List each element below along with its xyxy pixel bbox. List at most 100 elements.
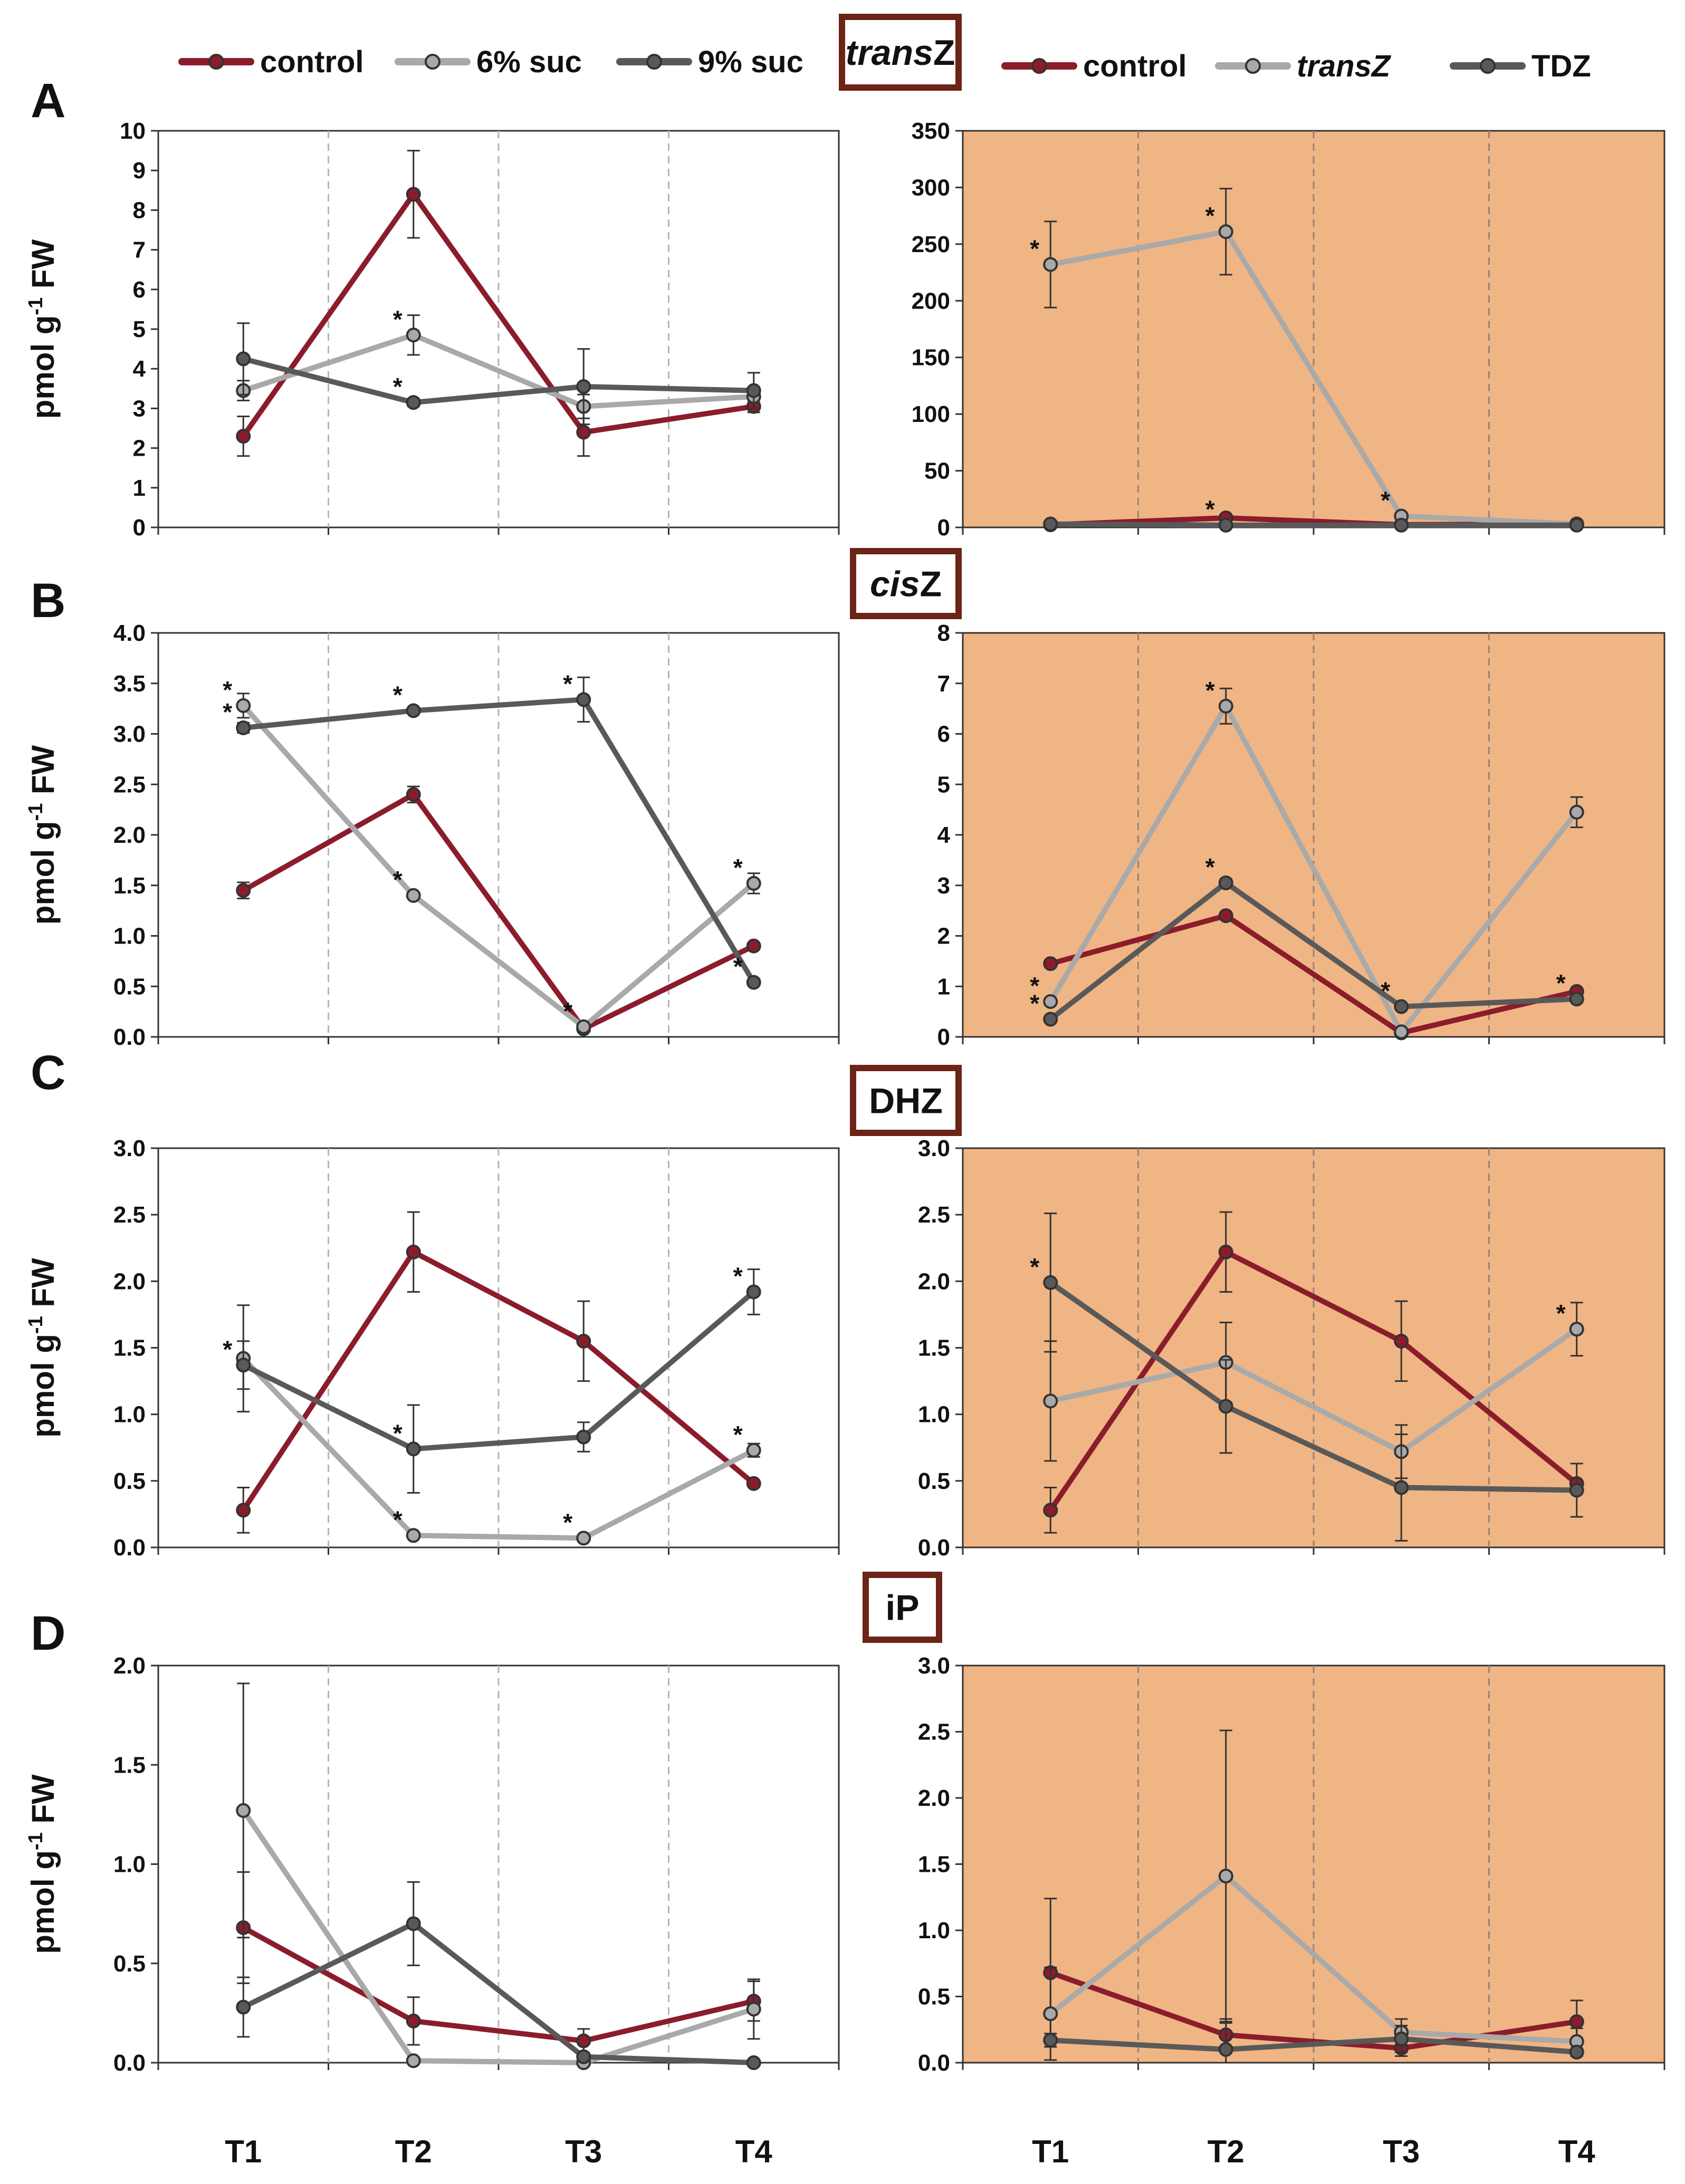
legend-label: transZ <box>1297 49 1392 83</box>
y-tick-label: 3.0 <box>918 1653 950 1679</box>
legend-label: control <box>260 45 364 79</box>
y-tick-label: 350 <box>912 118 950 144</box>
y-tick-label: 6 <box>937 721 950 747</box>
y-tick-label: 0 <box>937 515 950 541</box>
x-category-label: T1 <box>225 2134 262 2169</box>
analyte-title-box-b: cisZ <box>850 548 962 619</box>
series-6-suc: * * * <box>236 1304 761 1546</box>
data-point <box>1043 2033 1058 2048</box>
y-tick-label: 1.5 <box>918 1852 950 1878</box>
data-point <box>1218 698 1233 714</box>
data-point <box>746 383 761 398</box>
analyte-title: iP <box>885 1588 919 1628</box>
y-tick-label: 5 <box>937 772 950 797</box>
y-tick-label: 1.0 <box>113 1852 146 1878</box>
significance-star: * <box>1030 1253 1039 1281</box>
data-point <box>1569 517 1584 533</box>
y-tick-label: 0.0 <box>113 1024 146 1050</box>
data-point <box>746 2055 761 2070</box>
data-point <box>406 187 421 202</box>
data-point <box>236 883 251 898</box>
data-point <box>746 1476 761 1491</box>
legend-entry-left-0: control <box>178 45 364 79</box>
y-tick-label: 2.0 <box>918 1268 950 1294</box>
legend-entry-left-2: 9% suc <box>616 45 803 79</box>
data-point <box>1043 956 1058 971</box>
significance-star: * <box>1381 977 1390 1005</box>
significance-star: * <box>563 1508 572 1536</box>
x-category-label: T3 <box>565 2134 602 2169</box>
data-point <box>1218 224 1233 239</box>
y-tick-label: 0.5 <box>113 1951 146 1977</box>
y-tick-label: 1.5 <box>113 1335 146 1361</box>
data-point <box>236 1503 251 1518</box>
series-6-suc <box>236 1682 761 2070</box>
title-box-frame <box>839 14 962 91</box>
series-9-suc: ** ** <box>223 670 761 990</box>
data-point <box>1394 999 1409 1014</box>
data-point <box>406 1916 421 1931</box>
x-category-label: T1 <box>1032 2134 1069 2169</box>
data-point <box>236 1358 251 1373</box>
panel-a-right: 0 50 100 150 200 250 300 350 * * * * <box>912 118 1665 541</box>
y-tick-label: 3 <box>133 396 146 421</box>
series-line <box>241 1356 755 1541</box>
analyte-title: cisZ <box>870 564 942 604</box>
panel-d-left: 0.0 0.5 1.0 1.5 2.0 pmol g-1 FW T1 T2 T3 T4 <box>25 1653 840 2169</box>
significance-star: * <box>393 373 403 400</box>
data-point <box>236 1803 251 1818</box>
series-tdz <box>1043 2022 1584 2064</box>
series-line <box>242 792 755 1032</box>
legend-swatch-marker <box>425 54 441 70</box>
data-point <box>1218 517 1233 533</box>
series-9-suc: * <box>236 322 761 425</box>
legend-label: TDZ <box>1531 49 1591 83</box>
legend-swatch-marker <box>1480 58 1496 74</box>
significance-star: * <box>563 997 572 1025</box>
y-tick-label: 4 <box>937 822 951 848</box>
y-tick-label: 0.5 <box>918 1984 950 2010</box>
y-axis-label: pmol g-1 FW <box>25 1774 61 1954</box>
data-point <box>1043 1012 1058 1027</box>
y-tick-label: 0.0 <box>113 1535 146 1561</box>
y-tick-label: 2.0 <box>113 1268 146 1294</box>
significance-star: * <box>1030 972 1039 999</box>
data-point <box>576 1429 591 1445</box>
y-axis-label: pmol g-1 FW <box>25 745 61 925</box>
y-tick-label: 250 <box>912 232 950 257</box>
y-tick-label: 150 <box>912 345 950 371</box>
series-tdz: * <box>1043 496 1584 533</box>
legend-entry-right-2: TDZ <box>1450 49 1591 83</box>
data-point <box>1043 1393 1058 1409</box>
y-tick-label: 0 <box>133 515 146 541</box>
data-point <box>406 1528 421 1543</box>
data-point <box>746 2002 761 2017</box>
y-tick-label: 2.5 <box>918 1719 950 1745</box>
panel-a-left: 0 1 2 3 4 5 6 7 8 9 10 pmol g-1 FW * * <box>25 118 840 541</box>
y-tick-label: 6 <box>133 277 146 303</box>
x-category-label: T2 <box>1208 2134 1244 2169</box>
y-tick-label: 1.0 <box>918 1402 950 1428</box>
significance-star: * <box>1205 496 1215 523</box>
y-tick-label: 0.0 <box>918 1535 950 1561</box>
y-tick-label: 0.5 <box>113 974 146 999</box>
y-tick-label: 9 <box>133 158 146 184</box>
data-point <box>236 1999 251 2015</box>
series-9-suc: * * * <box>223 1263 761 1494</box>
y-tick-label: 1.5 <box>918 1335 950 1361</box>
y-tick-label: 7 <box>133 237 146 263</box>
y-tick-label: 4 <box>133 356 146 382</box>
series-line <box>1050 2036 1577 2055</box>
data-point <box>1569 2044 1584 2060</box>
legend-entry-left-1: 6% suc <box>395 45 582 79</box>
data-point <box>1394 517 1409 533</box>
y-tick-label: 50 <box>924 458 950 484</box>
data-point <box>746 1284 761 1300</box>
y-tick-label: 1.0 <box>113 923 146 949</box>
title-box-frame <box>850 1065 962 1136</box>
significance-star: * <box>1205 677 1215 704</box>
y-tick-label: 300 <box>912 175 950 200</box>
y-tick-label: 0.5 <box>918 1468 950 1494</box>
plot-area <box>962 130 1665 528</box>
series-line <box>242 1921 754 2065</box>
